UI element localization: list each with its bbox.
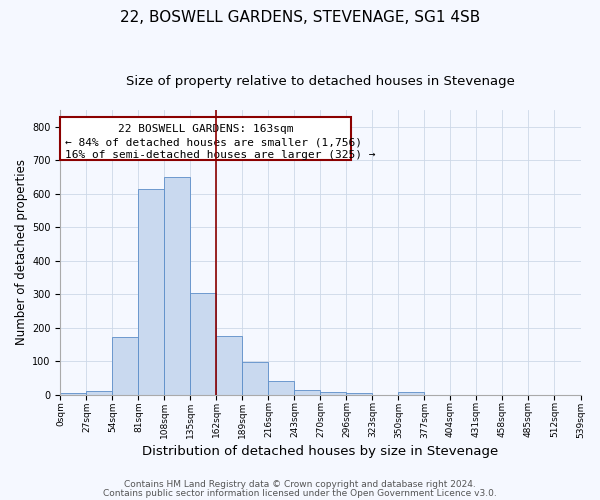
Bar	[190, 292, 217, 395]
Bar	[86, 391, 112, 395]
Text: Contains HM Land Registry data © Crown copyright and database right 2024.: Contains HM Land Registry data © Crown c…	[124, 480, 476, 489]
Text: 22 BOSWELL GARDENS: 163sqm: 22 BOSWELL GARDENS: 163sqm	[118, 124, 293, 134]
Bar	[61, 392, 86, 395]
Text: 22, BOSWELL GARDENS, STEVENAGE, SG1 4SB: 22, BOSWELL GARDENS, STEVENAGE, SG1 4SB	[120, 10, 480, 25]
Bar	[112, 337, 139, 395]
Text: Contains public sector information licensed under the Open Government Licence v3: Contains public sector information licen…	[103, 488, 497, 498]
Text: 16% of semi-detached houses are larger (325) →: 16% of semi-detached houses are larger (…	[65, 150, 376, 160]
Text: ← 84% of detached houses are smaller (1,756): ← 84% of detached houses are smaller (1,…	[65, 138, 362, 148]
Bar	[164, 177, 190, 395]
Bar	[398, 392, 424, 395]
Bar	[61, 116, 351, 160]
Title: Size of property relative to detached houses in Stevenage: Size of property relative to detached ho…	[126, 75, 515, 88]
Bar	[295, 390, 320, 395]
Y-axis label: Number of detached properties: Number of detached properties	[15, 160, 28, 346]
Bar	[242, 362, 268, 395]
X-axis label: Distribution of detached houses by size in Stevenage: Distribution of detached houses by size …	[142, 444, 499, 458]
Bar	[320, 392, 346, 395]
Bar	[139, 189, 164, 395]
Bar	[346, 394, 373, 395]
Bar	[268, 381, 295, 395]
Bar	[217, 336, 242, 395]
